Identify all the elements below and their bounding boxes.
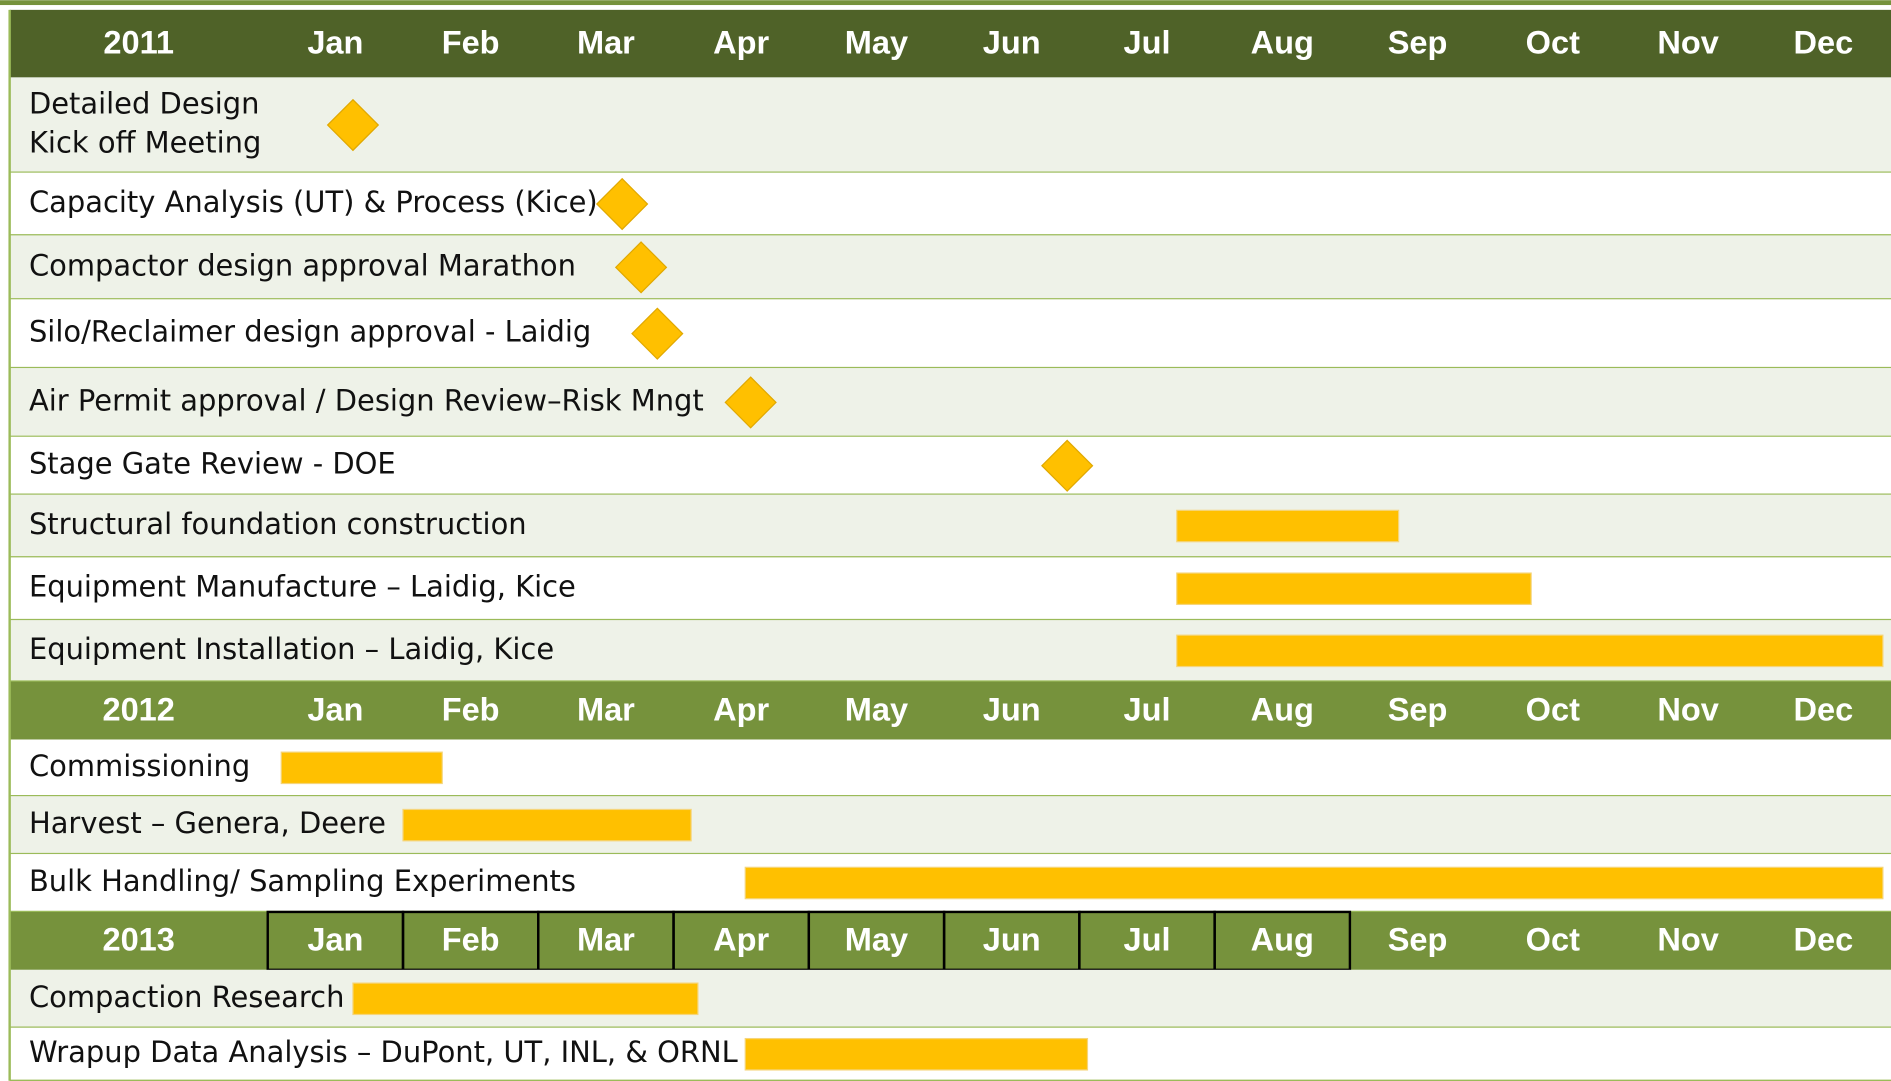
task-label: Silo/Reclaimer design approval - Laidig: [29, 315, 591, 349]
task-bar: [744, 1037, 1089, 1071]
task-label: Kick off Meeting: [29, 125, 261, 159]
month-label: Dec: [1794, 691, 1854, 727]
month-label: Feb: [442, 922, 500, 958]
task-bar: [352, 982, 699, 1016]
task-label: Structural foundation construction: [29, 507, 527, 541]
task-bar: [1176, 634, 1884, 668]
task-bar: [280, 751, 443, 785]
month-label: Apr: [713, 922, 769, 958]
month-label: Jun: [983, 691, 1041, 727]
task-label: Compaction Research: [29, 980, 344, 1014]
month-label: Mar: [577, 24, 635, 60]
month-label: Jul: [1123, 691, 1170, 727]
month-label: Nov: [1657, 691, 1719, 727]
milestone: [326, 98, 380, 152]
year-label: 2011: [103, 24, 174, 60]
task-label: Harvest – Genera, Deere: [29, 806, 386, 840]
month-label: Jul: [1123, 922, 1170, 958]
task-label: Air Permit approval / Design Review–Risk…: [29, 383, 704, 417]
task-row: [9, 494, 1891, 558]
milestone: [1041, 439, 1094, 492]
task-label: Wrapup Data Analysis – DuPont, UT, INL, …: [29, 1035, 738, 1069]
month-label: Feb: [442, 24, 500, 60]
month-label: Jan: [307, 24, 363, 60]
task-bar: [744, 866, 1884, 900]
year-label: 2013: [102, 922, 174, 958]
task-bar: [1176, 509, 1400, 543]
month-label: Apr: [713, 24, 769, 60]
task-row: [9, 969, 1891, 1028]
section-header: [9, 9, 1891, 78]
month-label: Oct: [1526, 691, 1580, 727]
task-label: Commissioning: [29, 749, 250, 783]
task-label: Stage Gate Review - DOE: [29, 447, 396, 481]
month-label: Sep: [1388, 922, 1448, 958]
task-label: Equipment Manufacture – Laidig, Kice: [29, 570, 576, 604]
month-label: Feb: [442, 691, 500, 727]
task-bar: [402, 808, 692, 842]
task-bar: [1176, 572, 1532, 606]
month-label: Sep: [1388, 24, 1448, 60]
month-label: Jul: [1123, 24, 1170, 60]
month-label: Jan: [307, 691, 363, 727]
month-label: May: [845, 691, 908, 727]
task-row: [9, 299, 1891, 369]
month-label: Dec: [1794, 922, 1854, 958]
milestone: [631, 307, 684, 360]
month-label: Jan: [307, 922, 363, 958]
task-row: [9, 172, 1891, 236]
month-label: Mar: [577, 691, 635, 727]
month-label: May: [845, 922, 908, 958]
section-header: [9, 911, 1891, 970]
month-label: Oct: [1526, 24, 1580, 60]
month-label: Dec: [1794, 24, 1854, 60]
milestone: [595, 177, 649, 231]
month-label: Aug: [1251, 691, 1314, 727]
task-label: Equipment Installation – Laidig, Kice: [29, 632, 554, 666]
task-row: [9, 796, 1891, 855]
task-label: Capacity Analysis (UT) & Process (Kice): [29, 185, 598, 219]
month-label: Jun: [983, 922, 1041, 958]
month-label: Sep: [1388, 691, 1448, 727]
year-label: 2012: [102, 691, 174, 727]
milestone: [614, 241, 668, 294]
task-row: [9, 557, 1891, 621]
section-header: [9, 681, 1891, 740]
milestone: [724, 376, 777, 429]
task-row: [9, 436, 1891, 495]
month-label: Aug: [1251, 922, 1314, 958]
month-label: Nov: [1657, 24, 1719, 60]
month-label: Jun: [983, 24, 1041, 60]
task-label: Bulk Handling/ Sampling Experiments: [29, 864, 576, 898]
top-rule: [0, 0, 1891, 6]
task-row: [9, 235, 1891, 300]
month-label: Nov: [1657, 922, 1719, 958]
month-label: Oct: [1526, 922, 1580, 958]
month-label: Aug: [1251, 24, 1314, 60]
month-label: Mar: [577, 922, 635, 958]
month-label: May: [845, 24, 908, 60]
task-label: Compactor design approval Marathon: [29, 248, 576, 282]
task-label: Detailed Design: [29, 87, 260, 121]
task-row: [9, 368, 1891, 437]
month-label: Apr: [713, 691, 769, 727]
task-row: [9, 77, 1891, 173]
